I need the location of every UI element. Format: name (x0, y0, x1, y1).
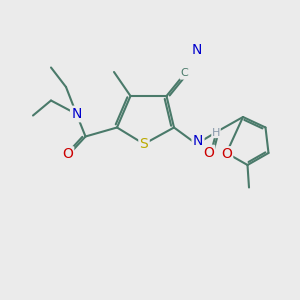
Text: N: N (193, 134, 203, 148)
Text: C: C (181, 68, 188, 79)
Text: N: N (191, 43, 202, 56)
Text: S: S (140, 137, 148, 151)
Text: O: O (221, 148, 232, 161)
Text: H: H (212, 128, 220, 138)
Text: O: O (203, 146, 214, 160)
Text: O: O (62, 148, 73, 161)
Text: N: N (71, 107, 82, 121)
